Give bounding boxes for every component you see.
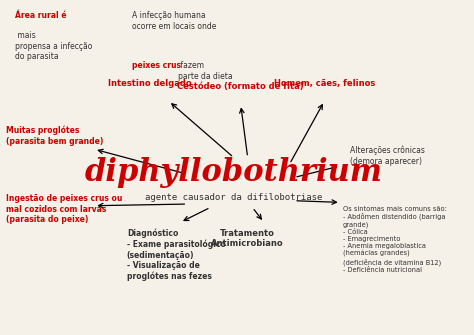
Text: mais
propensa a infecção
do parasita: mais propensa a infecção do parasita bbox=[15, 31, 93, 61]
Text: Diagnóstico
- Exame parasitológico
(sedimentação)
- Visualização de
proglótes na: Diagnóstico - Exame parasitológico (sedi… bbox=[127, 229, 226, 281]
Text: diphyllobothrium: diphyllobothrium bbox=[85, 157, 383, 188]
Text: Os sintomas mais comuns são:
- Abdômen distendido (barriga
grande)
- Cólica
- Em: Os sintomas mais comuns são: - Abdômen d… bbox=[343, 206, 447, 273]
Text: Tratamento
Antimicrobiano: Tratamento Antimicrobiano bbox=[211, 229, 284, 248]
Text: Alterações crônicas
(demora aparecer): Alterações crônicas (demora aparecer) bbox=[350, 146, 425, 166]
Text: Cestódeo (formato de fita): Cestódeo (formato de fita) bbox=[177, 82, 304, 91]
Text: Muitas proglótes
(parasita bem grande): Muitas proglótes (parasita bem grande) bbox=[6, 126, 103, 146]
Text: Homem, cães, felinos: Homem, cães, felinos bbox=[273, 79, 375, 88]
Text: peixes crus: peixes crus bbox=[131, 61, 181, 70]
Text: fazem
parte da dieta: fazem parte da dieta bbox=[178, 61, 233, 81]
Text: A infecção humana
ocorre em locais onde: A infecção humana ocorre em locais onde bbox=[131, 11, 216, 41]
Text: Intestino delgado: Intestino delgado bbox=[108, 79, 192, 88]
Text: agente causador da difilobotriase: agente causador da difilobotriase bbox=[145, 193, 322, 202]
Text: Área rural é: Área rural é bbox=[15, 11, 67, 20]
Text: Ingestão de peixes crus ou
mal cozidos com larvas
(parasita do peixe): Ingestão de peixes crus ou mal cozidos c… bbox=[6, 194, 122, 224]
